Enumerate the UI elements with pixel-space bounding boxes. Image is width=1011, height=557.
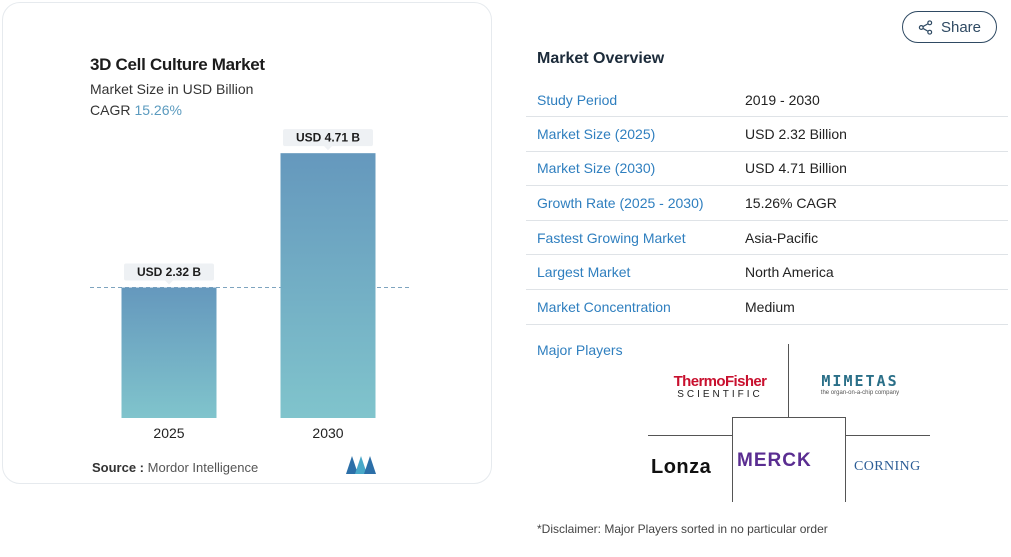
- thermofisher-logo[interactable]: ThermoFisher SCIENTIFIC: [665, 374, 775, 401]
- thermofisher-logo-line1: ThermoFisher: [673, 373, 767, 390]
- cagr-line: CAGR 15.26%: [90, 102, 182, 118]
- overview-row-key[interactable]: Market Concentration: [537, 298, 671, 315]
- major-players-label: Major Players: [537, 342, 623, 358]
- overview-row-value: 2019 - 2030: [745, 92, 820, 108]
- overview-row-value: USD 4.71 Billion: [745, 160, 847, 177]
- bar-2030: [280, 153, 376, 418]
- overview-row: Growth Rate (2025 - 2030) 15.26% CAGR: [526, 186, 1008, 221]
- disclaimer: *Disclaimer: Major Players sorted in no …: [537, 522, 828, 536]
- merck-logo[interactable]: MERCK: [737, 450, 812, 471]
- overview-row-value: North America: [745, 264, 834, 281]
- overview-title: Market Overview: [537, 50, 665, 67]
- thermofisher-logo-line2: SCIENTIFIC: [677, 389, 763, 400]
- overview-table: Study Period 2019 - 2030 Market Size (2025…: [526, 84, 1008, 325]
- source-label: Source :: [92, 460, 145, 475]
- data-label-bg: [124, 263, 214, 281]
- overview-row: Market Size (2025) USD 2.32 Billion: [526, 117, 1008, 152]
- overview-row-key[interactable]: Study Period: [537, 92, 618, 108]
- overview-row-key[interactable]: Market Size (2030): [537, 160, 656, 177]
- chart-card: [2, 2, 492, 484]
- overview-row: Largest Market North America: [526, 255, 1008, 290]
- source-line: Source : Mordor Intelligence: [92, 460, 258, 475]
- cagr-value: 15.26%: [134, 102, 182, 118]
- overview-row-key[interactable]: Growth Rate (2025 - 2030): [537, 194, 704, 211]
- data-label-pointer: [165, 280, 173, 285]
- cagr-label: CAGR: [90, 102, 131, 118]
- overview-row-key[interactable]: Largest Market: [537, 264, 631, 281]
- players-logo-grid: [648, 344, 930, 502]
- overview-row-value: Medium: [745, 298, 795, 315]
- chart-subtitle: Market Size in USD Billion: [90, 81, 254, 97]
- overview-row-key[interactable]: Fastest Growing Market: [537, 229, 686, 246]
- overview-row: Market Size (2030) USD 4.71 Billion: [526, 152, 1008, 187]
- overview-row: Market Concentration Medium: [526, 290, 1008, 325]
- lonza-logo[interactable]: Lonza: [651, 456, 712, 478]
- data-label-bg: [283, 129, 373, 147]
- overview-row-value: USD 2.32 Billion: [745, 125, 847, 142]
- x-tick-label: 2030: [312, 425, 343, 441]
- mimetas-logo-line2: the organ-on-a-chip company: [820, 390, 900, 396]
- source-value: Mordor Intelligence: [147, 460, 259, 475]
- data-label-pointer: [324, 146, 332, 151]
- merck-box-top: [732, 417, 846, 418]
- merck-box: [733, 418, 845, 502]
- merck-box-right: [845, 417, 846, 502]
- data-label: USD 2.32 B: [137, 265, 201, 279]
- overview-row: Study Period 2019 - 2030: [526, 84, 1008, 117]
- bar-2025: [121, 287, 217, 418]
- mimetas-logo[interactable]: MIMETAS the organ-on-a-chip company: [808, 374, 912, 398]
- overview-row-value: Asia-Pacific: [745, 229, 819, 246]
- data-label: USD 4.71 B: [296, 131, 360, 145]
- overview-row-value: 15.26% CAGR: [745, 194, 837, 211]
- overview-row: Fastest Growing Market Asia-Pacific: [526, 221, 1008, 256]
- mimetas-logo-line1: MIMETAS: [821, 372, 899, 390]
- chart-title: 3D Cell Culture Market: [90, 55, 265, 74]
- mordor-logo-icon: [346, 456, 376, 474]
- share-icon: [918, 19, 933, 35]
- bar-chart: USD 2.32 B 2025 USD 4.71 B 2030: [90, 129, 410, 441]
- overview-row-key[interactable]: Market Size (2025): [537, 125, 656, 142]
- share-label: Share: [940, 18, 982, 36]
- x-tick-label: 2025: [153, 425, 184, 441]
- corning-logo[interactable]: CORNING: [854, 459, 921, 474]
- share-button[interactable]: Share: [902, 11, 997, 43]
- merck-box-left: [732, 417, 733, 502]
